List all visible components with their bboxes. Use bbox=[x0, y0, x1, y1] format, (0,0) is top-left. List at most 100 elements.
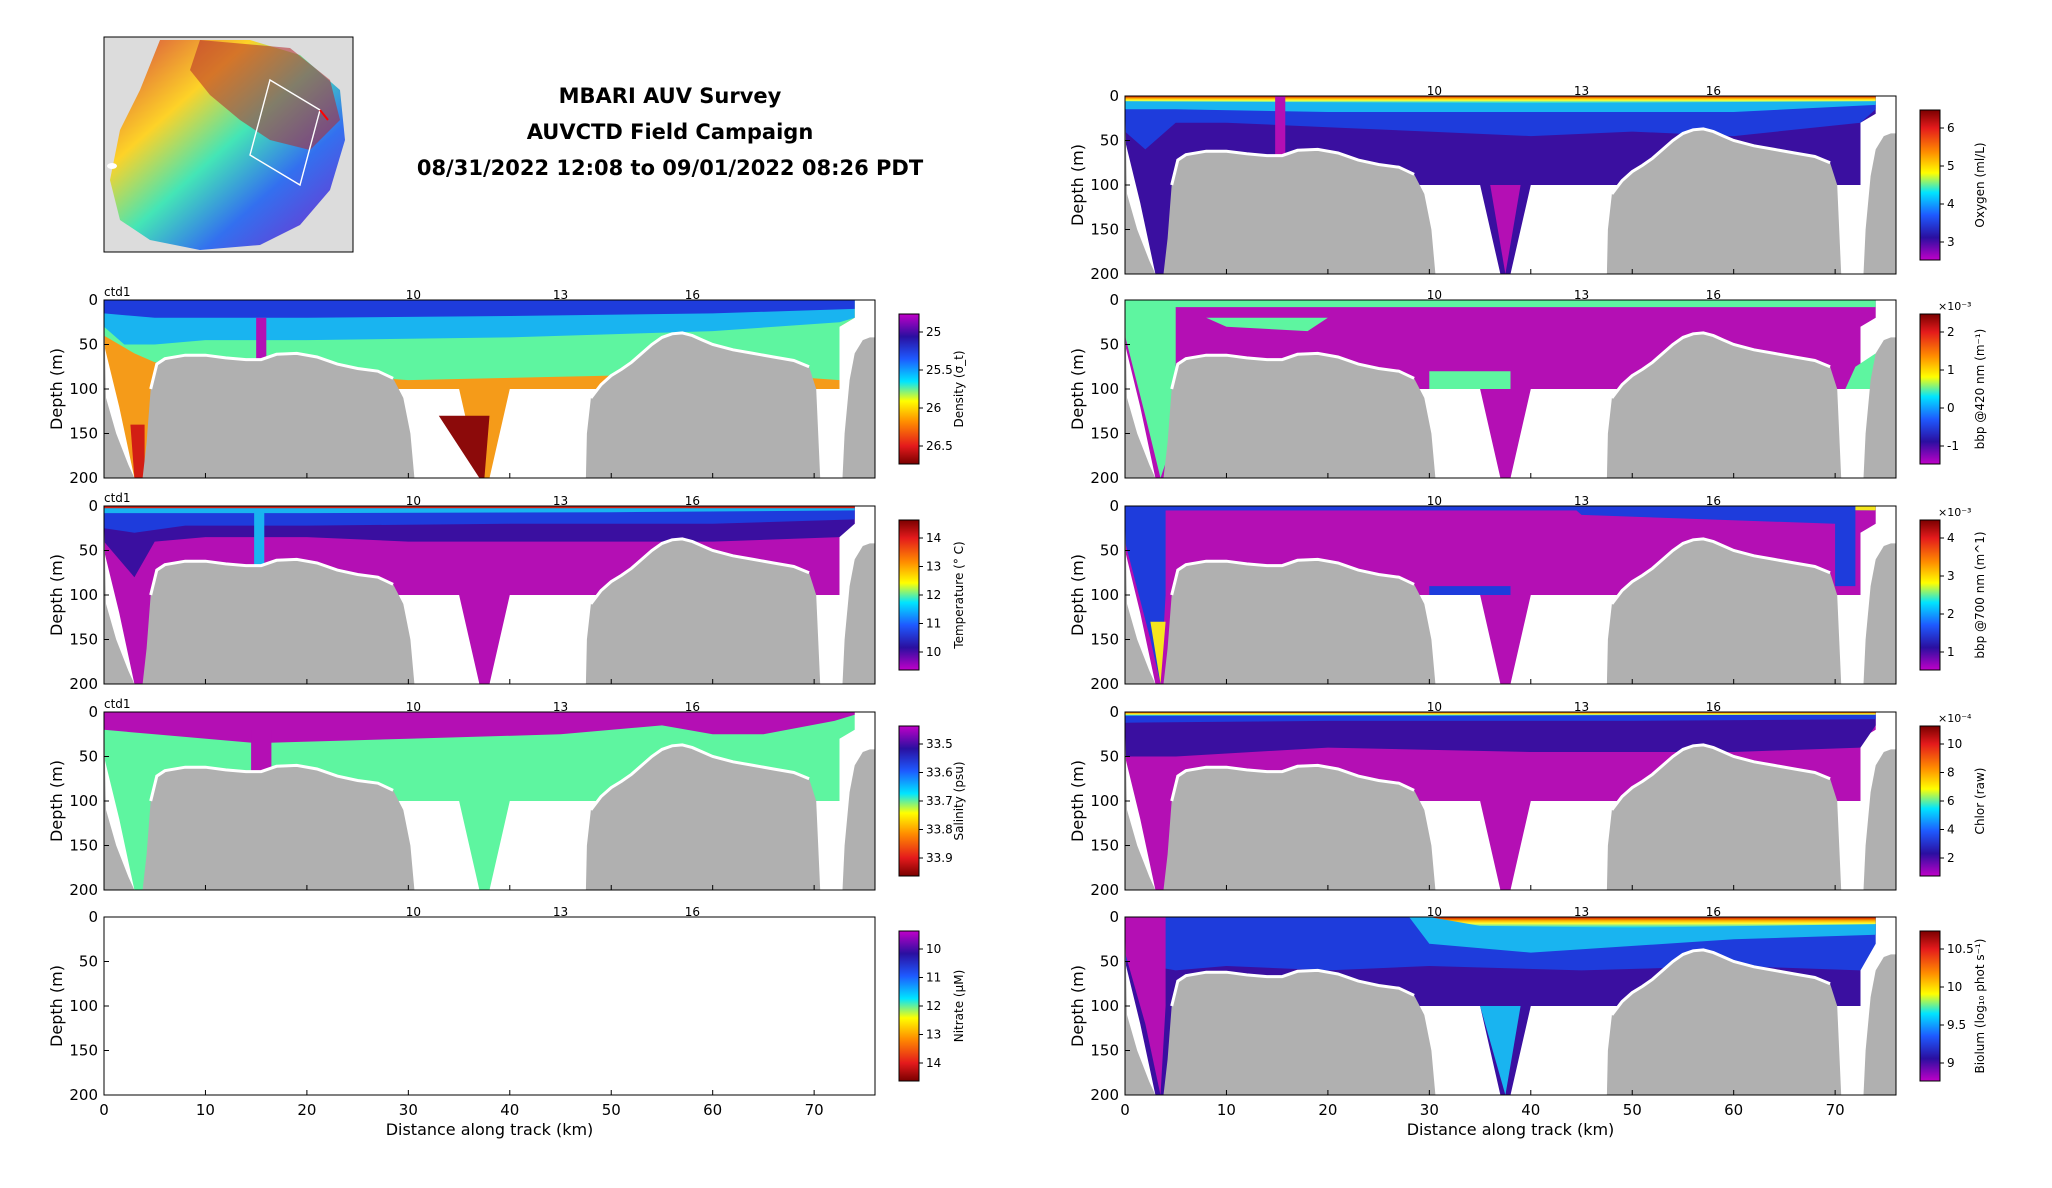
top-tick-label: 13 bbox=[1574, 700, 1589, 714]
seafloor-rim bbox=[1610, 537, 1831, 605]
seafloor-3 bbox=[1863, 749, 1896, 890]
colorbar-tick-label: -1 bbox=[1947, 439, 1959, 453]
plot-area-nitrate bbox=[104, 917, 875, 1095]
top-tick-label: 16 bbox=[685, 494, 700, 508]
bbp420-patch-2 bbox=[1429, 371, 1511, 389]
seafloor-0 bbox=[104, 712, 135, 890]
colorbar-exponent: ×10⁻³ bbox=[1938, 506, 1971, 519]
top-tick-label: 10 bbox=[1427, 494, 1442, 508]
seafloor-2 bbox=[1606, 128, 1842, 274]
x-tick-label: 0 bbox=[99, 1101, 109, 1119]
colorbar-exponent: ×10⁻³ bbox=[1938, 300, 1971, 313]
y-tick-label: 200 bbox=[69, 675, 98, 693]
seafloor-3 bbox=[1863, 954, 1896, 1095]
y-tick-label: 100 bbox=[69, 380, 98, 398]
x-tick-label: 30 bbox=[399, 1101, 418, 1119]
panel-tag: ctd1 bbox=[104, 697, 131, 711]
seafloor-rim bbox=[1610, 948, 1831, 1016]
colorbar-tick-label: 4 bbox=[1947, 197, 1955, 211]
y-tick-label: 100 bbox=[69, 792, 98, 810]
seafloor-0 bbox=[104, 300, 135, 478]
y-tick-label: 100 bbox=[1090, 792, 1119, 810]
panel-density: ctd1 0 50 100 150 200 Depth (m) 10 13 16 25 25.5 26 2… bbox=[47, 285, 966, 487]
water-column-oxygen bbox=[1125, 96, 1896, 274]
chlor-layer-mid bbox=[1125, 712, 1876, 757]
y-axis-label: Depth (m) bbox=[47, 348, 66, 430]
colorbar-bbp700 bbox=[1919, 519, 1941, 671]
seafloor-0 bbox=[1125, 96, 1156, 274]
top-tick-label: 10 bbox=[406, 905, 421, 919]
colorbar-temperature bbox=[898, 519, 920, 671]
colorbar-tick-label: 12 bbox=[926, 588, 941, 602]
water-column-temperature bbox=[104, 506, 875, 684]
y-axis-label: Depth (m) bbox=[1068, 348, 1087, 430]
water-column-bbp700 bbox=[1125, 506, 1896, 684]
seafloor-2 bbox=[1606, 332, 1842, 478]
colorbar-tick-label: 4 bbox=[1947, 823, 1955, 837]
colorbar-tick-label: 4 bbox=[1947, 531, 1955, 545]
x-tick-label: 50 bbox=[1623, 1101, 1642, 1119]
colorbar-label-nitrate: Nitrate (μM) bbox=[952, 970, 966, 1043]
temp-surface-line bbox=[104, 506, 855, 509]
oxygen-spike bbox=[1275, 96, 1286, 159]
x-axis-label: Distance along track (km) bbox=[1407, 1120, 1615, 1139]
x-tick-label: 40 bbox=[500, 1101, 519, 1119]
colorbar-label-temperature: Temperature (° C) bbox=[952, 541, 966, 649]
colorbar-label-bbp700: bbp @700 nm (m^1) bbox=[1973, 531, 1987, 658]
bbp700-blue-right bbox=[1571, 506, 1856, 587]
x-axis-label: Distance along track (km) bbox=[386, 1120, 594, 1139]
panel-oxygen: 0 50 100 150 200 Depth (m) 10 13 16 6 5 4 3 Oxygen (m… bbox=[1068, 84, 1987, 283]
x-tick-label: 30 bbox=[1420, 1101, 1439, 1119]
seafloor-0 bbox=[1125, 712, 1156, 890]
top-tick-label: 10 bbox=[1427, 905, 1442, 919]
top-tick-label: 13 bbox=[1574, 494, 1589, 508]
colorbar-tick-label: 25.5 bbox=[926, 363, 953, 377]
y-tick-label: 100 bbox=[1090, 176, 1119, 194]
seafloor-3 bbox=[1863, 133, 1896, 274]
colorbar-oxygen bbox=[1919, 109, 1941, 261]
seafloor-1 bbox=[142, 353, 415, 478]
top-tick-label: 13 bbox=[1574, 905, 1589, 919]
y-tick-label: 50 bbox=[1100, 748, 1119, 766]
colorbar-tick-label: 6 bbox=[1947, 794, 1955, 808]
y-axis-label: Depth (m) bbox=[1068, 554, 1087, 636]
colorbar-tick-label: 0 bbox=[1947, 401, 1955, 415]
y-tick-label: 150 bbox=[69, 1042, 98, 1060]
colorbar-tick-label: 11 bbox=[926, 971, 941, 985]
colorbar-tick-label: 11 bbox=[926, 617, 941, 631]
seafloor-1 bbox=[1163, 149, 1436, 274]
colorbar-tick-label: 2 bbox=[1947, 607, 1955, 621]
y-tick-label: 200 bbox=[69, 1086, 98, 1104]
y-tick-label: 50 bbox=[1100, 953, 1119, 971]
panel-nitrate: 0 50 100 150 200 Depth (m) 0 10 20 30 40 50 60 70 Dist… bbox=[47, 905, 966, 1139]
figure-title: MBARI AUV Survey AUVCTD Field Campaign 0… bbox=[390, 78, 950, 186]
top-tick-label: 16 bbox=[1706, 494, 1721, 508]
colorbar-tick-label: 33.5 bbox=[926, 737, 953, 751]
colorbar-tick-label: 25 bbox=[926, 325, 941, 339]
colorbar-tick-label: 2 bbox=[1947, 325, 1955, 339]
x-tick-label: 10 bbox=[196, 1101, 215, 1119]
colorbar-tick-label: 1 bbox=[1947, 363, 1955, 377]
seafloor-1 bbox=[1163, 559, 1436, 684]
x-tick-label: 60 bbox=[703, 1101, 722, 1119]
seafloor-rim bbox=[1170, 968, 1415, 1007]
x-tick-label: 10 bbox=[1217, 1101, 1236, 1119]
y-tick-label: 200 bbox=[1090, 675, 1119, 693]
biolum-trough bbox=[1480, 1006, 1521, 1095]
colorbar-tick-label: 33.8 bbox=[926, 823, 953, 837]
colorbar-density bbox=[898, 313, 920, 465]
y-tick-label: 50 bbox=[1100, 336, 1119, 354]
x-tick-label: 40 bbox=[1521, 1101, 1540, 1119]
top-tick-label: 16 bbox=[1706, 288, 1721, 302]
seafloor-2 bbox=[585, 332, 821, 478]
y-tick-label: 200 bbox=[1090, 1086, 1119, 1104]
colorbar-exponent: ×10⁻⁴ bbox=[1938, 712, 1972, 725]
seafloor-rim bbox=[149, 557, 394, 596]
bbp700-blue-patch bbox=[1429, 586, 1511, 595]
panel-bbp700: 0 50 100 150 200 Depth (m) 10 13 16 4 3 2 1 bbp @700 … bbox=[1068, 494, 1987, 693]
top-tick-label: 13 bbox=[1574, 288, 1589, 302]
colorbar-tick-label: 33.9 bbox=[926, 851, 953, 865]
seafloor-3 bbox=[842, 337, 875, 478]
